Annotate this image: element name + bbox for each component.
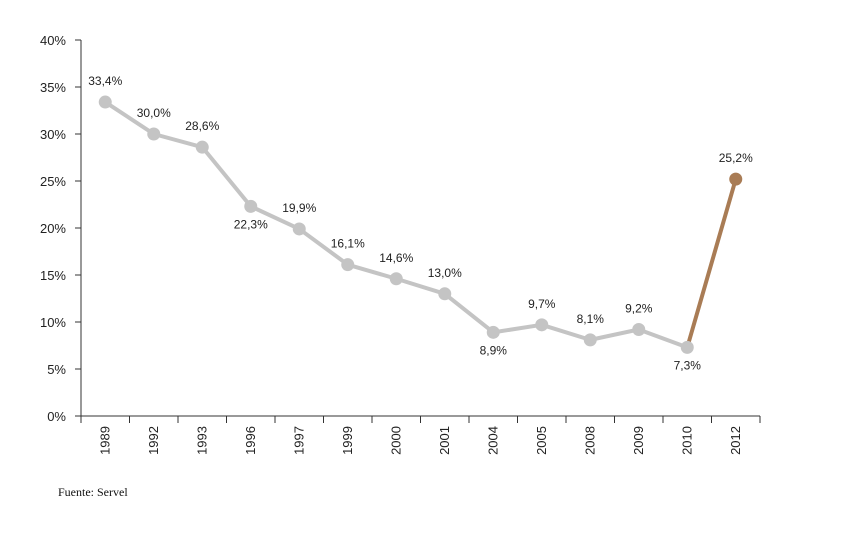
- data-label: 30,0%: [137, 106, 171, 120]
- y-tick-label: 10%: [40, 315, 66, 330]
- data-label: 33,4%: [88, 74, 122, 88]
- data-label: 8,1%: [577, 312, 605, 326]
- data-point: [292, 222, 306, 236]
- data-point: [632, 323, 646, 337]
- x-tick-label: 2008: [582, 426, 597, 455]
- y-tick-label: 5%: [47, 362, 66, 377]
- data-point: [147, 127, 161, 141]
- chart-marks: [98, 95, 743, 354]
- data-label: 8,9%: [480, 343, 508, 357]
- data-label: 22,3%: [234, 217, 268, 231]
- y-tick-label: 15%: [40, 268, 66, 283]
- x-tick-label: 1993: [194, 426, 209, 455]
- data-point: [389, 272, 403, 286]
- axes: 0% 5% 10% 15% 20% 25% 30% 35% 40% 1989 1992 1993 199…: [40, 33, 761, 455]
- x-tick-label: 2005: [534, 426, 549, 455]
- x-tick-label: 1992: [146, 426, 161, 455]
- series-line: [103, 100, 690, 350]
- data-label: 16,1%: [331, 237, 365, 251]
- data-label: 28,6%: [185, 119, 219, 133]
- data-point: [729, 172, 743, 186]
- data-point: [341, 258, 355, 272]
- y-tick-label: 0%: [47, 409, 66, 424]
- line-chart: 0% 5% 10% 15% 20% 25% 30% 35% 40% 1989 1992 1993 199…: [40, 33, 761, 455]
- x-tick-label: 2010: [679, 426, 694, 455]
- data-label: 9,2%: [625, 302, 653, 316]
- y-tick-label: 30%: [40, 127, 66, 142]
- y-tick-label: 25%: [40, 174, 66, 189]
- data-point: [680, 340, 694, 354]
- data-point: [583, 333, 597, 347]
- data-label: 13,0%: [428, 266, 462, 280]
- data-point: [438, 287, 452, 301]
- x-tick-label: 1989: [97, 426, 112, 455]
- y-tick-label: 40%: [40, 33, 66, 48]
- data-label: 7,3%: [674, 358, 702, 372]
- y-tick-label: 35%: [40, 80, 66, 95]
- chart-labels: 33,4% 30,0% 28,6% 22,3% 19,9% 16,1% 14,6% 13,0%…: [88, 74, 753, 372]
- data-point: [244, 199, 258, 213]
- x-tick-label: 1997: [291, 426, 306, 455]
- data-label: 19,9%: [282, 201, 316, 215]
- data-point: [535, 318, 549, 332]
- data-label: 14,6%: [379, 251, 413, 265]
- highlight-line: [685, 177, 738, 350]
- x-tick-label: 2001: [437, 426, 452, 455]
- data-point: [98, 95, 112, 109]
- data-point: [195, 140, 209, 154]
- data-point: [486, 325, 500, 339]
- x-tick-label: 1996: [243, 426, 258, 455]
- y-tick-label: 20%: [40, 221, 66, 236]
- x-tick-label: 2000: [388, 426, 403, 455]
- x-tick-label: 1999: [340, 426, 355, 455]
- data-label: 9,7%: [528, 297, 556, 311]
- source-note: Fuente: Servel: [58, 485, 128, 499]
- data-label: 25,2%: [719, 151, 753, 165]
- x-tick-label: 2009: [631, 426, 646, 455]
- x-tick-label: 2012: [728, 426, 743, 455]
- x-tick-label: 2004: [485, 426, 500, 455]
